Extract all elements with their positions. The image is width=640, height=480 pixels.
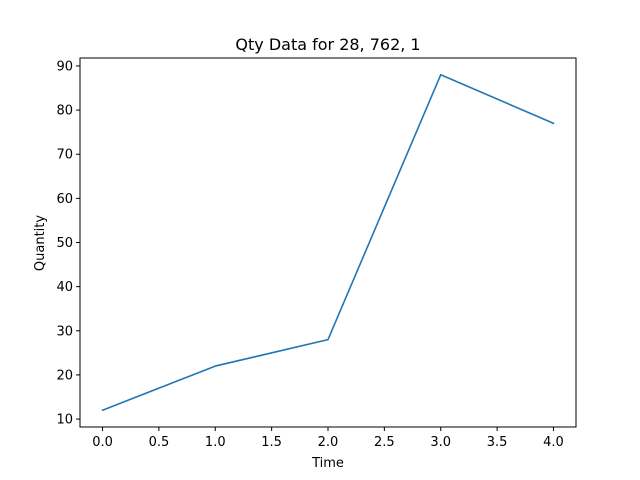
x-tick-label: 2.0 [318, 435, 339, 450]
y-axis-ticks: 10 20 30 40 50 60 70 80 90 [56, 59, 80, 428]
x-tick-label: 2.5 [374, 435, 395, 450]
plot-frame [79, 57, 577, 428]
y-tick-label: 90 [56, 59, 73, 74]
x-tick-label: 4.0 [543, 435, 564, 450]
y-tick-label: 50 [56, 236, 73, 251]
chart-title: Qty Data for 28, 762, 1 [235, 35, 420, 54]
x-tick-label: 1.5 [261, 435, 282, 450]
y-tick-label: 60 [56, 192, 73, 207]
y-tick-label: 10 [56, 413, 73, 428]
y-tick-label: 70 [56, 148, 73, 163]
series-layer [101, 73, 555, 412]
y-tick-label: 40 [56, 280, 73, 295]
y-axis-label: Quantity [33, 215, 48, 271]
y-tick-label: 30 [56, 324, 73, 339]
y-tick-label: 80 [56, 104, 73, 119]
x-tick-label: 0.5 [149, 435, 170, 450]
x-tick-label: 0.0 [92, 435, 113, 450]
x-axis-label: Time [311, 456, 344, 471]
y-tick-label: 20 [56, 368, 73, 383]
x-tick-label: 3.0 [430, 435, 451, 450]
x-tick-label: 3.5 [487, 435, 508, 450]
series-line [101, 73, 555, 412]
x-tick-label: 1.0 [205, 435, 226, 450]
x-axis-ticks: 0.0 0.5 1.0 1.5 2.0 2.5 3.0 3.5 4.0 [92, 427, 564, 450]
